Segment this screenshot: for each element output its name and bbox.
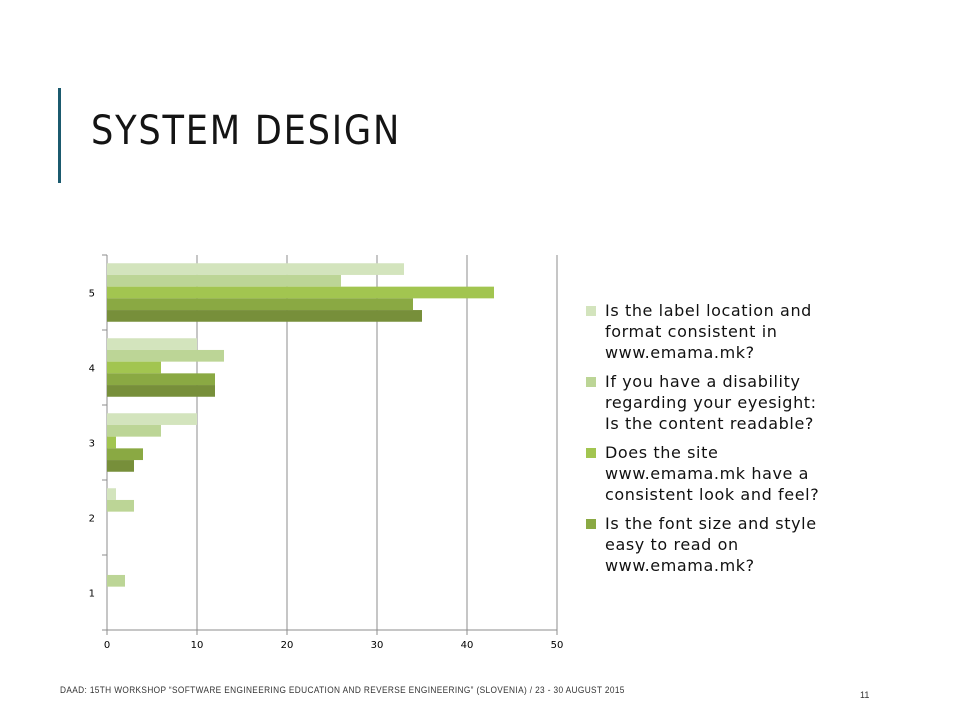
legend-item: If you have a disability regarding your …	[586, 371, 836, 434]
legend-label: Is the font size and style easy to read …	[605, 514, 817, 575]
footer-text: DAAD: 15TH WORKSHOP “SOFTWARE ENGINEERIN…	[60, 685, 625, 695]
x-tick-label: 10	[191, 640, 204, 651]
legend-item: Does the site www.emama.mk have a consis…	[586, 442, 836, 505]
x-tick-label: 40	[461, 640, 474, 651]
slide-title: SYSTEM DESIGN	[91, 108, 402, 154]
legend-swatch	[586, 306, 596, 316]
x-tick-label: 0	[104, 640, 110, 651]
x-tick-label: 20	[281, 640, 294, 651]
title-accent-bar	[58, 88, 61, 183]
bar	[107, 310, 422, 322]
bar	[107, 338, 197, 350]
y-tick-label: 1	[89, 589, 95, 600]
bar	[107, 349, 224, 362]
bar	[107, 499, 134, 512]
page-number: 11	[860, 690, 870, 700]
bar	[107, 424, 161, 437]
bar	[107, 460, 134, 472]
bar	[107, 436, 116, 449]
legend-swatch	[586, 448, 596, 458]
bar	[107, 361, 161, 374]
bar	[107, 488, 116, 500]
bar	[107, 448, 143, 461]
legend-label: Is the label location and format consist…	[605, 301, 812, 362]
bar	[107, 385, 215, 397]
y-tick-label: 2	[89, 514, 95, 525]
legend-swatch	[586, 519, 596, 529]
legend-label: If you have a disability regarding your …	[605, 372, 817, 433]
x-tick-label: 50	[551, 640, 564, 651]
y-tick-label: 4	[89, 364, 95, 375]
bar	[107, 263, 404, 275]
bar	[107, 286, 494, 299]
bar	[107, 298, 413, 311]
chart-legend: Is the label location and format consist…	[586, 300, 836, 584]
bar	[107, 413, 197, 425]
bar	[107, 274, 341, 287]
y-tick-label: 3	[89, 439, 95, 450]
legend-swatch	[586, 377, 596, 387]
legend-item: Is the font size and style easy to read …	[586, 513, 836, 576]
legend-label: Does the site www.emama.mk have a consis…	[605, 443, 820, 504]
legend-item: Is the label location and format consist…	[586, 300, 836, 363]
x-tick-label: 30	[371, 640, 384, 651]
y-tick-label: 5	[89, 289, 95, 300]
bar	[107, 574, 125, 587]
bar	[107, 373, 215, 386]
